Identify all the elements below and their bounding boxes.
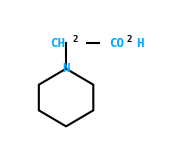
Text: N: N: [62, 62, 70, 75]
Text: 2: 2: [73, 35, 78, 44]
Text: CH: CH: [50, 37, 65, 50]
Text: H: H: [136, 37, 143, 50]
Text: CO: CO: [110, 37, 125, 50]
Text: 2: 2: [126, 35, 132, 44]
